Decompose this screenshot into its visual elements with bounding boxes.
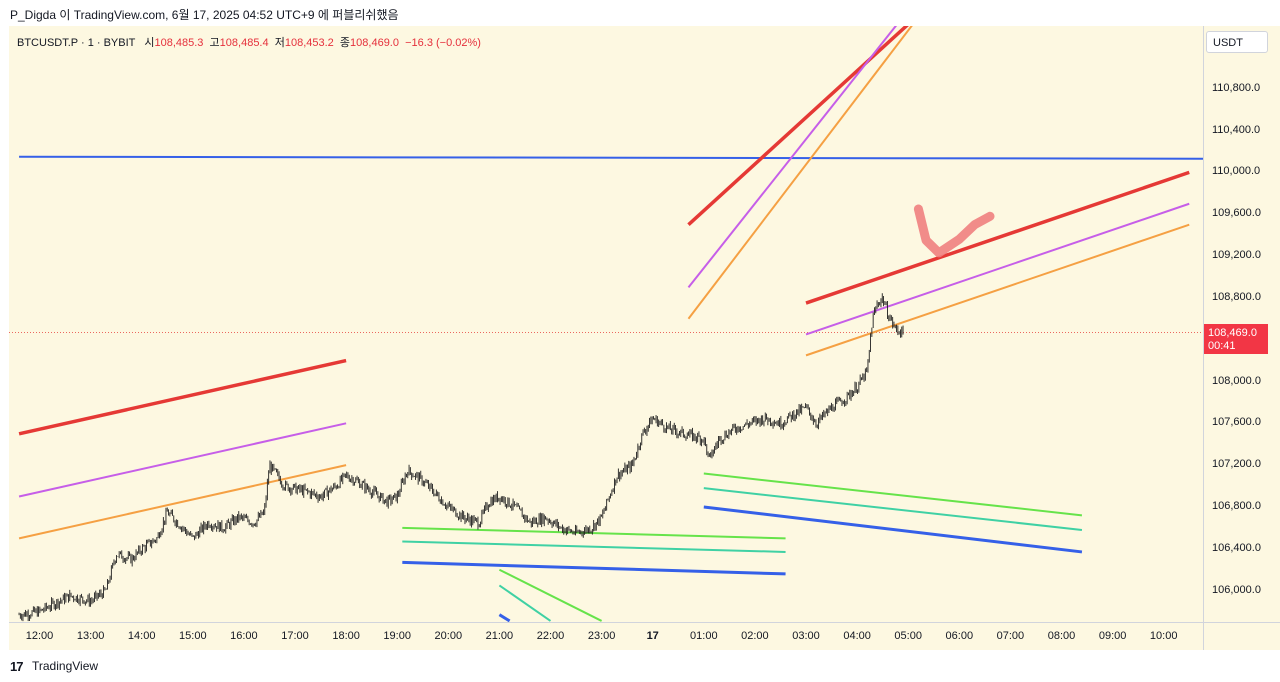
price-tick-label: 108,000.0	[1212, 374, 1261, 387]
price-tick-label: 108,800.0	[1212, 290, 1261, 303]
low-label: 저	[274, 37, 285, 49]
trendline-8[interactable]	[805, 170, 1190, 305]
footer	[0, 650, 1280, 682]
checkmark-annotation[interactable]	[913, 204, 995, 258]
price-tick-label: 107,200.0	[1212, 458, 1261, 471]
last-price-label: 108,469.0 00:41	[1204, 324, 1268, 355]
open-value: 108,485.3	[154, 37, 204, 49]
chart-plot-area[interactable]: BTCUSDT.P · 1 · BYBIT 시108,485.3 고108,48…	[9, 26, 1203, 622]
time-tick-label: 12:00	[25, 630, 54, 642]
high-label: 고	[209, 37, 220, 49]
trendline-10[interactable]	[805, 223, 1190, 357]
trendline-18[interactable]	[498, 584, 552, 622]
time-tick-label: 23:00	[587, 630, 616, 642]
trendline-19[interactable]	[498, 613, 511, 622]
time-tick-label: 09:00	[1098, 630, 1127, 642]
open-label: 시	[144, 37, 155, 49]
trendline-9[interactable]	[805, 202, 1190, 336]
price-tick-label: 110,000.0	[1212, 165, 1261, 178]
high-value: 108,485.4	[219, 37, 269, 49]
time-tick-label: 17	[646, 630, 659, 642]
price-tick-label: 109,600.0	[1212, 207, 1261, 220]
time-tick-label: 14:00	[127, 630, 156, 642]
change-value: −16.3 (−0.02%)	[405, 37, 481, 49]
tradingview-brand[interactable]: TradingView	[32, 659, 99, 673]
tradingview-logo-icon[interactable]: 17	[10, 659, 24, 674]
time-tick-label: 13:00	[76, 630, 105, 642]
time-tick-label: 01:00	[690, 630, 718, 642]
publish-info: P_Digda 이 TradingView.com, 6월 17, 2025 0…	[10, 8, 399, 22]
time-tick-label: 07:00	[996, 630, 1025, 642]
time-tick-label: 17:00	[281, 630, 309, 642]
symbol-legend: BTCUSDT.P · 1 · BYBIT 시108,485.3 고108,48…	[17, 34, 481, 50]
trendline-17[interactable]	[498, 568, 603, 622]
axis-corner	[1203, 622, 1280, 651]
close-label: 종	[339, 37, 351, 49]
publish-header: P_Digda 이 TradingView.com, 6월 17, 2025 0…	[0, 0, 1280, 26]
price-tick-label: 107,600.0	[1212, 416, 1261, 429]
time-tick-label: 21:00	[485, 630, 514, 642]
trendline-5[interactable]	[687, 26, 923, 226]
time-tick-label: 04:00	[843, 630, 871, 642]
price-tick-label: 110,800.0	[1212, 81, 1261, 94]
time-tick-label: 05:00	[894, 630, 922, 642]
currency-selector[interactable]: USDT	[1206, 31, 1268, 53]
time-tick-label: 02:00	[741, 630, 769, 642]
symbol-name[interactable]: BTCUSDT.P · 1 · BYBIT	[17, 37, 136, 49]
price-tick-label: 109,200.0	[1212, 249, 1261, 262]
price-axis[interactable]: 111,200.0110,800.0110,400.0110,000.0109,…	[1203, 26, 1280, 622]
price-tick-label: 106,800.0	[1212, 499, 1261, 512]
bar-countdown: 00:41	[1208, 340, 1236, 353]
time-tick-label: 15:00	[179, 630, 207, 642]
trendline-15[interactable]	[703, 487, 1083, 531]
low-value: 108,453.2	[284, 37, 334, 49]
trendline-1[interactable]	[18, 358, 347, 436]
price-tick-label: 106,400.0	[1212, 541, 1261, 554]
time-tick-label: 03:00	[792, 630, 820, 642]
close-value: 108,469.0	[350, 37, 399, 49]
trendline-13[interactable]	[402, 560, 786, 576]
trendline-12[interactable]	[402, 540, 786, 553]
trendline-3[interactable]	[18, 464, 347, 540]
price-chart-svg[interactable]	[9, 26, 1203, 622]
trendline-16[interactable]	[703, 505, 1083, 554]
price-tick-label: 110,400.0	[1212, 123, 1261, 136]
trendline-11[interactable]	[402, 526, 786, 540]
time-tick-label: 06:00	[945, 630, 974, 642]
time-tick-label: 19:00	[383, 630, 411, 642]
time-tick-label: 16:00	[230, 630, 258, 642]
price-tick-label: 106,000.0	[1212, 583, 1261, 596]
trendline-7[interactable]	[687, 26, 923, 320]
trendline-4[interactable]	[19, 155, 1203, 160]
time-axis[interactable]: 12:00 13:00 14:00 15:00 16:00 17:00 18:00 19:00…	[9, 622, 1225, 651]
time-tick-label: 18:00	[332, 630, 360, 642]
last-price-value: 108,469.0	[1208, 327, 1257, 340]
trendline-2[interactable]	[18, 422, 347, 498]
trendline-14[interactable]	[703, 472, 1083, 517]
time-tick-label: 08:00	[1047, 630, 1076, 642]
time-tick-label: 20:00	[434, 630, 463, 642]
trendline-6[interactable]	[687, 26, 908, 289]
time-tick-label: 10:00	[1149, 630, 1178, 642]
time-tick-label: 22:00	[536, 630, 565, 642]
